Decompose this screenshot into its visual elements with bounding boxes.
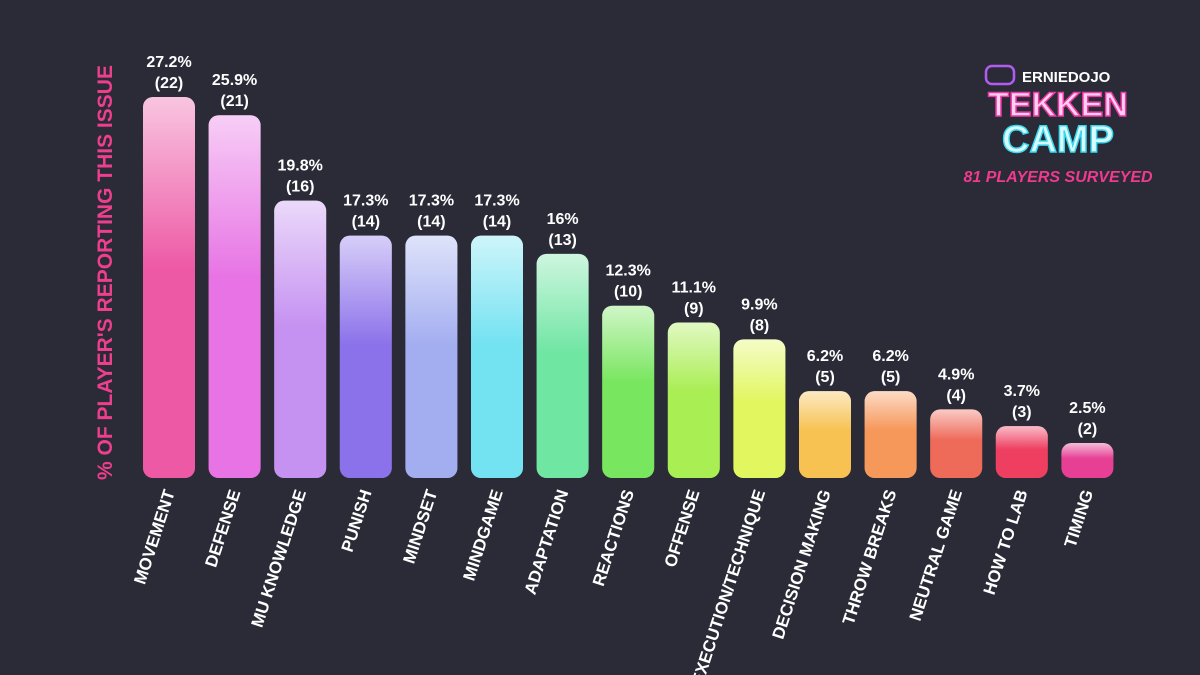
bar [799,391,851,478]
count-label: (14) [483,214,511,231]
bar [602,305,655,478]
bar-tint [1061,442,1114,478]
value-label: 16% [547,211,579,228]
value-label: 27.2% [146,54,191,71]
bar [995,426,1048,478]
bar-tint [339,235,392,478]
value-label: 19.8% [278,158,323,175]
value-label: 25.9% [212,72,257,89]
logo-icon [984,64,1016,86]
bar-tint [274,200,327,478]
bar [339,235,392,478]
value-label: 6.2% [807,348,843,365]
logo-brand: ERNIEDOJO [1022,69,1111,86]
bar-tint [602,305,655,478]
count-label: (9) [684,301,704,318]
count-label: (8) [750,317,770,334]
value-label: 6.2% [872,348,908,365]
value-label: 12.3% [606,263,651,280]
bar-tint [536,253,589,478]
bar-tint [405,235,458,478]
logo: ERNIEDOJO TEKKEN CAMP 81 PLAYERS SURVEYE… [963,64,1153,186]
value-label: 17.3% [474,193,519,210]
logo-subtitle: CAMP [1002,119,1114,161]
value-label: 17.3% [343,193,388,210]
count-label: (22) [155,75,183,92]
bar [864,391,917,478]
value-label: 2.5% [1069,400,1105,417]
count-label: (21) [220,93,248,110]
bar-tint [799,391,851,478]
count-label: (10) [614,284,642,301]
count-label: (3) [1012,404,1032,421]
count-label: (13) [548,232,576,249]
bar-tint [471,235,523,478]
bar [1061,442,1114,478]
value-label: 17.3% [409,193,454,210]
bar-tint [733,339,786,478]
value-label: 11.1% [672,280,716,297]
count-label: (4) [946,387,966,404]
value-label: 4.9% [938,366,974,383]
logo-title: TEKKEN [988,86,1128,124]
bar-tint [208,115,261,478]
bar [733,339,786,478]
value-label: 9.9% [741,296,777,313]
bar [208,115,261,478]
count-label: (16) [286,179,314,196]
bar [536,253,589,478]
bar [471,235,523,478]
count-label: (14) [352,214,380,231]
bar-tint [143,97,195,478]
bar-tint [995,426,1048,478]
bar-tint [667,322,720,478]
bar [143,97,195,478]
count-label: (5) [815,369,835,386]
bar [274,200,327,478]
bar-tint [930,409,983,478]
subtitle: 81 PLAYERS SURVEYED [963,169,1153,186]
value-label: 3.7% [1004,383,1040,400]
bar [930,409,983,478]
bar [667,322,720,478]
bar-tint [864,391,917,478]
count-label: (2) [1078,421,1098,438]
count-label: (5) [881,369,901,386]
y-axis-label: % OF PLAYER'S REPORTING THIS ISSUE [94,65,117,480]
bar [405,235,458,478]
count-label: (14) [417,214,445,231]
